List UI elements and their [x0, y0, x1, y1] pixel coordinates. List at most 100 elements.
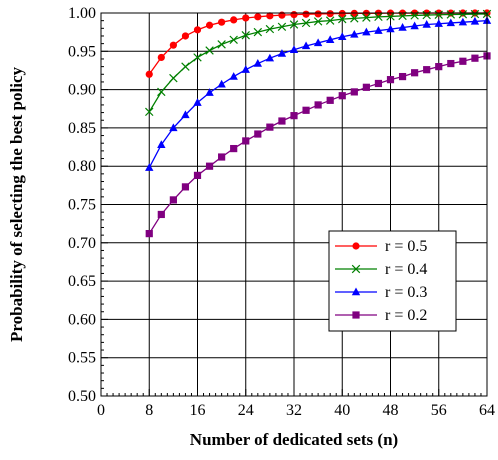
circle-marker — [205, 21, 214, 29]
y-tick-label: 1.00 — [68, 5, 96, 22]
y-tick-label: 0.90 — [68, 82, 96, 99]
x-marker-stroke — [374, 12, 383, 22]
x-tick-label: 40 — [334, 402, 350, 419]
circle-marker — [169, 41, 177, 49]
square-marker — [411, 69, 419, 77]
triangle-marker — [410, 21, 419, 30]
circle-marker — [314, 10, 322, 18]
square-marker — [169, 196, 177, 204]
x-marker-stroke — [265, 24, 275, 34]
y-axis-title: Probability of selecting the best policy — [7, 67, 26, 342]
series-r-0-2 — [145, 52, 491, 238]
square-marker — [423, 66, 431, 74]
triangle-marker — [434, 19, 443, 27]
series-r-0-4 — [145, 9, 492, 117]
legend-item: r = 0.5 — [335, 238, 427, 255]
square-marker — [254, 130, 262, 138]
x-marker-stroke — [351, 264, 361, 274]
square-marker — [314, 101, 322, 109]
square-marker — [326, 96, 334, 104]
triangle-marker — [470, 16, 480, 25]
x-marker-stroke — [193, 53, 202, 62]
x-marker-stroke — [458, 10, 468, 19]
legend-label: r = 0.3 — [385, 284, 427, 301]
x-axis-title: Number of dedicated sets (n) — [190, 430, 398, 449]
square-marker — [145, 230, 153, 238]
triangle-marker — [374, 26, 383, 34]
circle-marker — [352, 242, 360, 250]
legend-label: r = 0.4 — [385, 261, 427, 278]
axis-ticks — [100, 12, 488, 397]
series-r-0-3 — [145, 16, 492, 171]
triangle-marker — [193, 98, 202, 106]
square-marker — [471, 54, 479, 62]
circle-marker — [326, 10, 334, 18]
x-marker-stroke — [157, 87, 166, 97]
y-tick-label: 0.65 — [68, 273, 96, 290]
x-marker-stroke — [289, 20, 299, 29]
square-marker — [374, 79, 383, 88]
triangle-marker — [351, 287, 361, 296]
x-tick-label: 16 — [190, 402, 206, 419]
square-marker — [181, 183, 190, 191]
x-marker-stroke — [350, 14, 359, 23]
triangle-marker — [217, 79, 226, 88]
x-tick-label: 48 — [383, 402, 399, 419]
triangle-marker — [458, 17, 468, 26]
triangle-marker — [313, 38, 323, 47]
triangle-marker — [241, 65, 250, 73]
y-tick-label: 0.60 — [68, 311, 96, 328]
circle-marker — [193, 26, 202, 34]
triangle-marker — [301, 41, 311, 50]
x-marker-stroke — [446, 10, 456, 19]
triangle-marker — [422, 19, 431, 28]
square-marker — [338, 92, 346, 100]
square-marker — [205, 162, 214, 170]
x-tick-label: 32 — [286, 402, 302, 419]
x-tick-label: 24 — [238, 402, 254, 419]
square-marker — [193, 171, 202, 179]
y-tick-label: 0.95 — [68, 43, 96, 60]
tick-labels: 0 8 16 24 32 40 48 56 64 0.50 0.55 0.60 0.65 0.70 0.75… — [68, 5, 495, 419]
square-marker — [157, 210, 165, 219]
legend-item: r = 0.2 — [335, 307, 427, 324]
circle-marker — [218, 18, 226, 26]
triangle-marker — [338, 32, 347, 40]
circle-marker — [145, 70, 153, 78]
triangle-marker — [145, 163, 154, 171]
x-marker-stroke — [277, 22, 287, 32]
triangle-marker — [253, 59, 263, 67]
legend-label: r = 0.2 — [385, 307, 427, 324]
x-marker-stroke — [205, 46, 214, 55]
x-marker-stroke — [313, 17, 323, 26]
square-marker — [435, 63, 443, 71]
x-marker-stroke — [217, 40, 226, 49]
x-marker-stroke — [241, 30, 250, 40]
legend-box — [328, 230, 457, 332]
square-marker — [218, 153, 226, 161]
x-marker-stroke — [470, 9, 480, 19]
triangle-marker — [205, 88, 214, 96]
triangle-marker — [362, 27, 371, 36]
legend-item: r = 0.4 — [335, 261, 427, 278]
x-tick-label: 56 — [431, 402, 447, 419]
triangle-marker — [277, 49, 287, 57]
circle-marker — [290, 11, 298, 19]
x-marker-stroke — [301, 18, 311, 28]
x-marker-stroke — [386, 12, 395, 21]
square-marker — [459, 57, 467, 65]
legend-label: r = 0.5 — [385, 238, 427, 255]
triangle-marker — [229, 72, 238, 80]
y-tick-label: 0.55 — [68, 350, 96, 367]
triangle-marker — [181, 110, 190, 119]
x-marker-stroke — [181, 62, 190, 71]
x-marker-stroke — [253, 27, 263, 37]
square-marker — [302, 106, 310, 114]
triangle-marker — [265, 53, 275, 62]
square-marker — [350, 88, 358, 96]
square-marker — [230, 144, 238, 153]
x-tick-label: 8 — [145, 402, 153, 419]
x-marker-stroke — [325, 16, 335, 25]
circle-marker — [302, 10, 310, 18]
